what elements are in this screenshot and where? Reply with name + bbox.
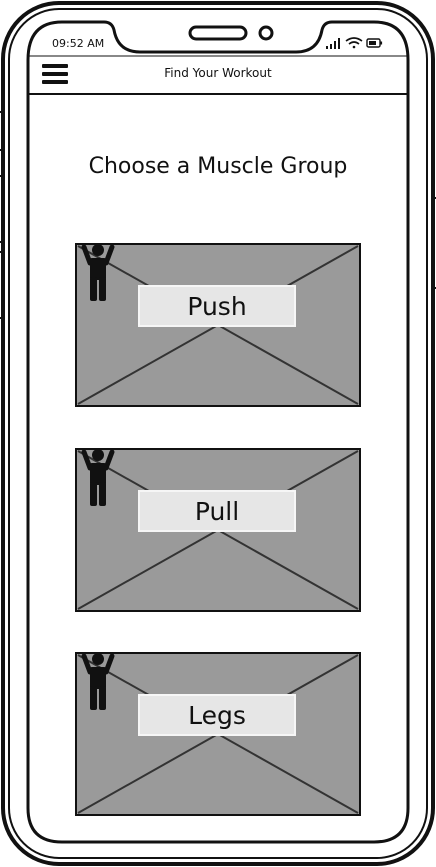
status-icons: [326, 37, 383, 49]
muscle-group-card-legs[interactable]: Legs: [75, 652, 361, 816]
person-icon: [81, 244, 115, 301]
card-label: Legs: [138, 694, 296, 736]
app-title: Find Your Workout: [164, 66, 272, 80]
status-time: 09:52 AM: [52, 37, 105, 50]
signal-icon: [326, 38, 340, 49]
battery-icon: [366, 38, 383, 48]
wifi-icon: [345, 37, 363, 49]
card-label: Pull: [138, 490, 296, 532]
person-icon: [81, 653, 115, 710]
person-icon: [81, 449, 115, 506]
muscle-group-card-push[interactable]: Push: [75, 243, 361, 407]
hamburger-menu-icon[interactable]: [42, 64, 68, 88]
page-title: Choose a Muscle Group: [88, 154, 348, 179]
card-label: Push: [138, 285, 296, 327]
muscle-group-card-pull[interactable]: Pull: [75, 448, 361, 612]
